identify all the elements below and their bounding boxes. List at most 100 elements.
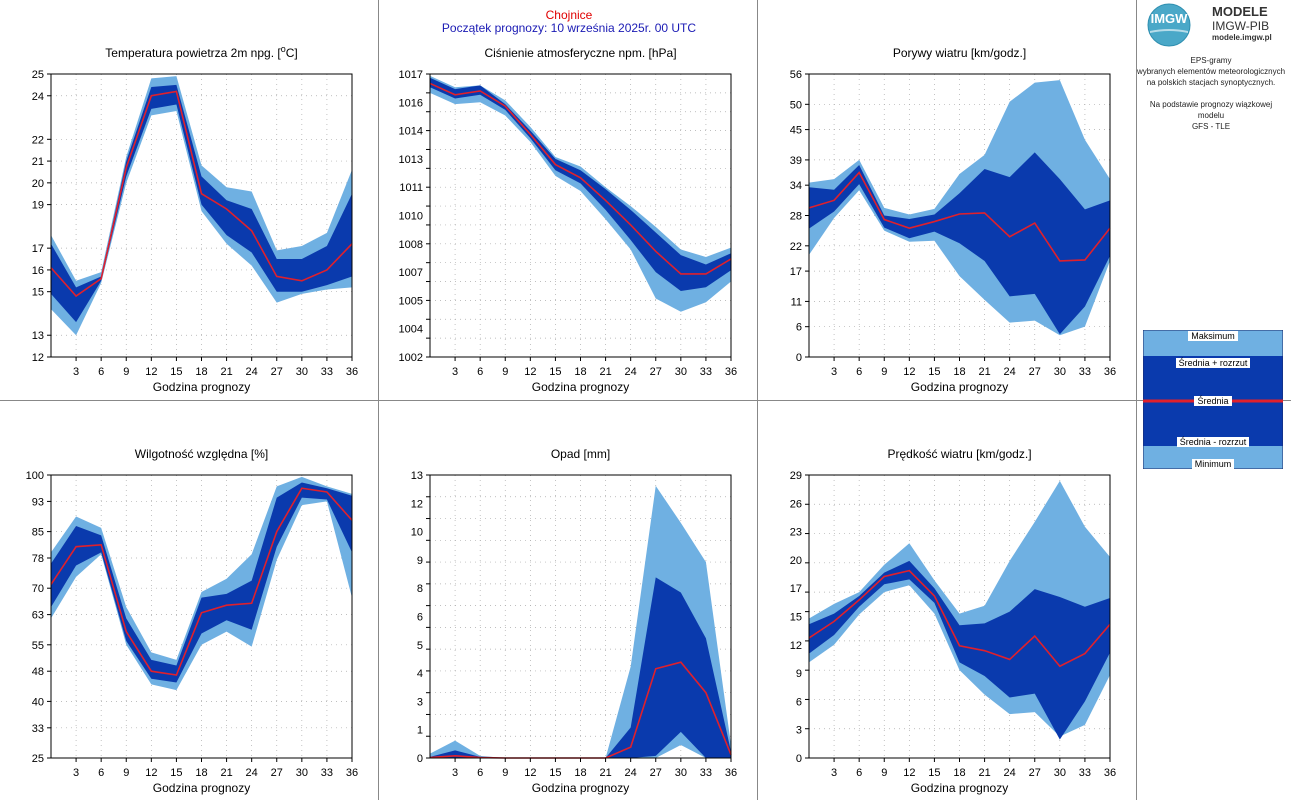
y-tick-label: 78 [32,553,44,565]
info-line: Na podstawie prognozy wiązkowej modelu [1149,100,1273,120]
spread-band [430,577,731,758]
x-tick-label: 21 [220,366,232,378]
x-tick-label: 36 [725,767,737,779]
chart-title-text: Temperatura powietrza 2m npg. [ [105,46,281,60]
mean-line [50,487,353,676]
x-tick-label: 30 [1054,366,1066,378]
x-tick-label: 12 [903,366,915,378]
x-tick-label: 30 [296,366,308,378]
x-tick-label: 18 [195,366,207,378]
x-axis-label: Godzina prognozy [532,781,629,795]
y-tick-label: 12 [790,640,802,652]
y-tick-label: 13 [411,470,423,482]
station-name: Chojnice [545,8,593,22]
chart-title-unit: C] [286,46,298,60]
chart-title-text: Prędkość wiatru [km/godz.] [887,447,1031,461]
x-axis-label: Godzina prognozy [153,380,250,394]
x-axis-label: Godzina prognozy [532,380,629,394]
legend-mean-label: Średnia [1143,396,1283,406]
x-tick-label: 15 [170,767,182,779]
x-tick-label: 6 [98,767,104,779]
x-tick-label: 3 [452,366,458,378]
x-tick-label: 18 [953,767,965,779]
y-tick-label: 23 [790,527,802,539]
x-tick-label: 9 [881,767,887,779]
y-tick-label: 25 [32,69,44,81]
chart-title: Opad [mm] [551,447,610,461]
chart-pressure: Ciśnienie atmosferyczne npm. [hPa] 1002 10… [399,46,738,394]
legend-mean-plus-label: Średnia + rozrzut [1143,358,1283,368]
y-tick-label: 1017 [399,69,423,81]
y-tick-label: 3 [417,696,423,708]
spread-band [51,482,352,683]
chart-title-text: Porywy wiatru [km/godz.] [893,46,1026,60]
y-tick-label: 15 [32,287,44,299]
x-tick-label: 18 [574,366,586,378]
chart-title: Porywy wiatru [km/godz.] [893,46,1026,60]
x-tick-label: 24 [625,767,637,779]
y-tick-label: 12 [411,498,423,510]
chart-title-superscript: o [281,44,286,54]
y-tick-label: 17 [790,583,802,595]
x-tick-label: 27 [650,767,662,779]
chart-title: Ciśnienie atmosferyczne npm. [hPa] [484,46,676,60]
y-tick-label: 6 [796,696,802,708]
x-tick-label: 24 [246,366,258,378]
x-tick-label: 21 [599,366,611,378]
y-tick-label: 16 [32,265,44,277]
y-tick-label: 1014 [399,126,423,138]
mean-line [50,90,353,298]
y-tick-label: 12 [32,352,44,364]
y-tick-label: 0 [417,753,423,765]
y-tick-label: 5 [417,640,423,652]
y-tick-label: 15 [790,612,802,624]
x-tick-label: 3 [831,366,837,378]
y-tick-label: 0 [796,753,802,765]
mean-line [808,569,1111,668]
y-tick-label: 8 [417,583,423,595]
legend: Maksimum Średnia + rozrzut Średnia Średn… [1142,329,1291,470]
chart-wind-gusts: Porywy wiatru [km/godz.]0611172228343945… [790,46,1116,394]
y-tick-label: 34 [790,180,802,192]
x-tick-label: 18 [574,767,586,779]
y-tick-label: 28 [790,211,802,223]
x-tick-label: 9 [123,767,129,779]
x-tick-label: 12 [145,366,157,378]
y-tick-label: 55 [32,640,44,652]
y-tick-label: 1007 [399,267,423,279]
x-tick-label: 18 [953,366,965,378]
forecast-start: Początek prognozy: 10 września 2025r. 00… [441,21,697,35]
x-tick-label: 27 [650,366,662,378]
y-tick-label: 26 [790,498,802,510]
x-tick-label: 24 [1004,366,1016,378]
legend-mean-minus-label: Średnia - rozrzut [1143,437,1283,447]
x-tick-label: 15 [928,767,940,779]
x-tick-label: 30 [675,366,687,378]
x-tick-label: 30 [296,767,308,779]
minmax-band [51,476,352,691]
y-tick-label: 13 [32,330,44,342]
y-tick-label: 29 [790,470,802,482]
x-tick-label: 30 [675,767,687,779]
x-tick-label: 36 [725,366,737,378]
logo-mark: IMGW [1151,11,1189,26]
x-tick-label: 6 [856,767,862,779]
x-tick-label: 33 [700,767,712,779]
y-tick-label: 63 [32,610,44,622]
y-tick-label: 85 [32,527,44,539]
x-tick-label: 36 [346,767,358,779]
y-tick-label: 4 [417,668,423,680]
y-tick-label: 21 [32,156,44,168]
x-tick-label: 9 [123,366,129,378]
y-tick-label: 6 [417,612,423,624]
logo-text-modele: MODELE [1212,4,1268,19]
y-tick-label: 11 [791,296,802,308]
y-tick-label: 48 [32,666,44,678]
y-tick-label: 24 [32,91,44,103]
y-tick-label: 9 [417,555,423,567]
x-tick-label: 27 [271,366,283,378]
x-tick-label: 33 [1079,366,1091,378]
x-tick-label: 27 [271,767,283,779]
y-tick-label: 100 [26,470,44,482]
y-tick-label: 1005 [399,295,423,307]
